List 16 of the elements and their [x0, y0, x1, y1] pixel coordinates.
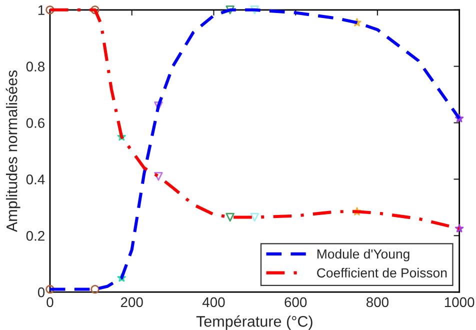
- x-axis-title: Température (°C): [196, 315, 312, 330]
- x-tick-label: 0: [46, 297, 54, 308]
- y-tick-label: 0: [38, 287, 45, 298]
- y-tick-label: 0.8: [26, 62, 45, 72]
- x-tick-label: 800: [366, 297, 389, 308]
- x-tick-label: 600: [284, 297, 307, 308]
- x-tick-label: 400: [202, 297, 225, 308]
- y-tick-label: 1: [38, 5, 44, 15]
- legend-label: Coefficient de Poisson: [317, 268, 447, 278]
- y-tick-label: 0.6: [26, 118, 45, 128]
- legend-label: Module d'Young: [318, 248, 410, 262]
- y-tick-label: 0.2: [26, 230, 44, 241]
- x-tick-label: 200: [120, 297, 143, 308]
- y-axis-title: Amplitudes normalisées: [6, 70, 20, 232]
- x-tick-label: 1000: [444, 297, 474, 308]
- y-tick-label: 0.4: [26, 174, 45, 184]
